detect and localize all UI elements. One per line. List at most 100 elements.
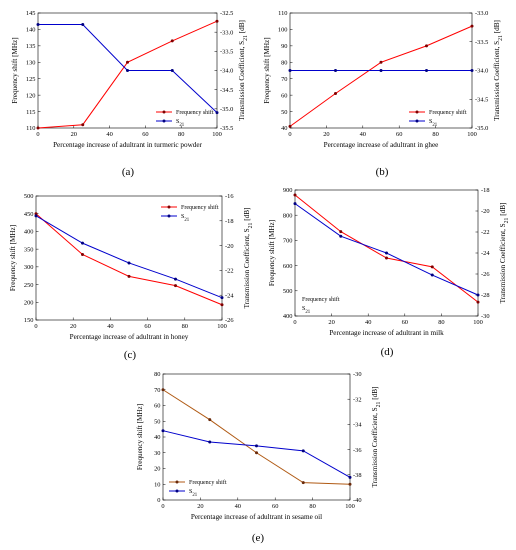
y-right-tick-label: -33.5 bbox=[475, 39, 488, 46]
frequency-shift-data-point bbox=[348, 482, 352, 486]
x-tick-label: 60 bbox=[402, 319, 408, 326]
s21-data-point bbox=[425, 69, 428, 72]
frequency-shift-data-point bbox=[425, 44, 428, 48]
legend-label-s21-text: S bbox=[189, 489, 192, 495]
y-right-tick-label: -34.0 bbox=[475, 68, 488, 75]
x-tick-label: 0 bbox=[288, 131, 291, 138]
y-left-tick-label: 110 bbox=[278, 10, 287, 17]
legend-swatch-marker bbox=[175, 489, 179, 493]
frequency-shift-data-point bbox=[208, 418, 212, 422]
legend-swatch-marker bbox=[162, 110, 166, 114]
y-left-tick-label: 700 bbox=[283, 238, 293, 245]
s21-data-point bbox=[470, 69, 474, 72]
legend-label-frequency-shift: Frequency shift bbox=[302, 296, 340, 303]
s21-series-line bbox=[35, 215, 223, 299]
x-tick-label: 0 bbox=[293, 319, 296, 326]
frequency-shift-data-point bbox=[215, 19, 219, 23]
frequency-shift-data-point bbox=[127, 274, 131, 278]
x-tick-label: 20 bbox=[328, 319, 334, 326]
frequency-shift-data-point bbox=[385, 256, 388, 260]
y-right-tick-label: -20 bbox=[225, 243, 234, 250]
panel-label: (e) bbox=[252, 532, 265, 544]
y-right-tick-label: -34.5 bbox=[475, 96, 488, 103]
y-right-axis-label-text: Transmission Coefficient, S bbox=[499, 223, 507, 303]
y-right-tick-label: -34.5 bbox=[220, 87, 233, 94]
legend-swatch-marker bbox=[175, 480, 179, 484]
x-axis-label: Percentage increase of adultrant in sesa… bbox=[191, 513, 322, 521]
x-tick-label: 100 bbox=[473, 319, 483, 326]
s21-data-point bbox=[174, 277, 177, 281]
s21-data-point bbox=[127, 261, 131, 265]
s21-data-point bbox=[81, 241, 84, 245]
y-right-axis-label-suffix: [dB] bbox=[371, 387, 379, 402]
frequency-shift-data-point bbox=[126, 60, 129, 64]
panel-label: (c) bbox=[124, 349, 137, 361]
frequency-shift-data-point bbox=[301, 481, 305, 485]
y-left-tick-label: 800 bbox=[283, 212, 293, 219]
y-right-tick-label: -35.0 bbox=[475, 125, 488, 132]
s21-data-point bbox=[34, 214, 38, 218]
x-tick-label: 40 bbox=[360, 131, 366, 138]
y-right-axis-label: Transmission Coefficient, S21 [dB] bbox=[371, 387, 382, 488]
x-tick-label: 60 bbox=[272, 503, 278, 510]
x-axis-label: Percentage increase of adultrant in milk bbox=[329, 329, 444, 337]
legend: Frequency shift S21 bbox=[161, 204, 219, 223]
y-right-tick-label: -35.0 bbox=[220, 106, 233, 113]
s21-data-point bbox=[293, 202, 297, 206]
y-right-axis-label-subscript: 21 bbox=[376, 401, 382, 407]
x-tick-label: 80 bbox=[178, 131, 184, 138]
y-right-tick-label: -33.0 bbox=[475, 10, 488, 17]
s21-data-point bbox=[476, 293, 480, 297]
x-tick-label: 100 bbox=[345, 503, 355, 510]
x-tick-label: 100 bbox=[212, 131, 222, 138]
x-tick-label: 20 bbox=[197, 503, 203, 510]
y-left-axis-label: Frequency shift [MHz] bbox=[11, 37, 19, 103]
legend: Frequency shift S21 bbox=[156, 109, 214, 128]
panel-label: (b) bbox=[376, 166, 389, 178]
frequency-shift-data-point bbox=[293, 193, 297, 197]
legend-swatch-marker bbox=[415, 119, 419, 123]
y-left-axis-label: Frequency shift [MHz] bbox=[136, 404, 144, 470]
plot-frame bbox=[35, 195, 223, 321]
y-left-tick-label: 0 bbox=[157, 497, 160, 504]
x-tick-label: 60 bbox=[396, 131, 402, 138]
y-left-tick-label: 60 bbox=[281, 92, 287, 99]
y-left-tick-label: 350 bbox=[24, 246, 34, 253]
y-left-tick-label: 110 bbox=[26, 125, 35, 132]
x-tick-label: 20 bbox=[71, 131, 77, 138]
y-right-tick-label: -24 bbox=[481, 250, 490, 257]
x-tick-label: 80 bbox=[438, 319, 444, 326]
y-left-tick-label: 50 bbox=[281, 109, 287, 116]
legend-label-s21-subscript: 21 bbox=[192, 493, 197, 498]
y-left-tick-label: 500 bbox=[283, 288, 293, 295]
y-left-tick-label: 500 bbox=[24, 193, 34, 200]
s21-data-point bbox=[301, 449, 305, 453]
y-right-tick-label: -34 bbox=[353, 422, 362, 429]
legend-label-s21: S21 bbox=[302, 306, 311, 315]
legend-label-s21-subscript: 21 bbox=[184, 218, 189, 223]
x-tick-label: 100 bbox=[467, 131, 477, 138]
y-left-tick-label: 400 bbox=[283, 313, 293, 320]
frequency-shift-data-point bbox=[174, 284, 177, 288]
y-right-tick-label: -26 bbox=[481, 271, 490, 278]
legend-label-frequency-shift: Frequency shift bbox=[429, 109, 467, 116]
y-left-tick-label: 70 bbox=[281, 76, 287, 83]
frequency-shift-data-point bbox=[430, 265, 434, 269]
s21-data-point bbox=[334, 69, 337, 72]
legend-label-s21-text: S bbox=[181, 214, 184, 220]
x-axis-label: Percentage increase of adultrant in hone… bbox=[70, 333, 189, 341]
s21-data-point bbox=[170, 69, 174, 72]
y-right-axis-label-subscript: 21 bbox=[243, 35, 249, 41]
x-tick-label: 60 bbox=[144, 323, 150, 330]
x-tick-label: 0 bbox=[36, 131, 39, 138]
y-right-tick-label: -38 bbox=[353, 472, 362, 479]
y-right-tick-label: -32.5 bbox=[220, 10, 233, 17]
chart-panel-c: 0 20 40 60 80 100 150 200 250 300 350 400 450 500 -16 -… bbox=[9, 193, 254, 361]
legend-swatch-marker bbox=[162, 119, 166, 123]
s21-data-point bbox=[208, 440, 212, 444]
frequency-shift-data-point bbox=[339, 230, 343, 234]
legend: Frequency shift S21 bbox=[409, 109, 467, 128]
s21-data-point bbox=[288, 69, 292, 72]
s21-data-point bbox=[215, 111, 219, 115]
y-right-tick-label: -32 bbox=[353, 396, 362, 403]
